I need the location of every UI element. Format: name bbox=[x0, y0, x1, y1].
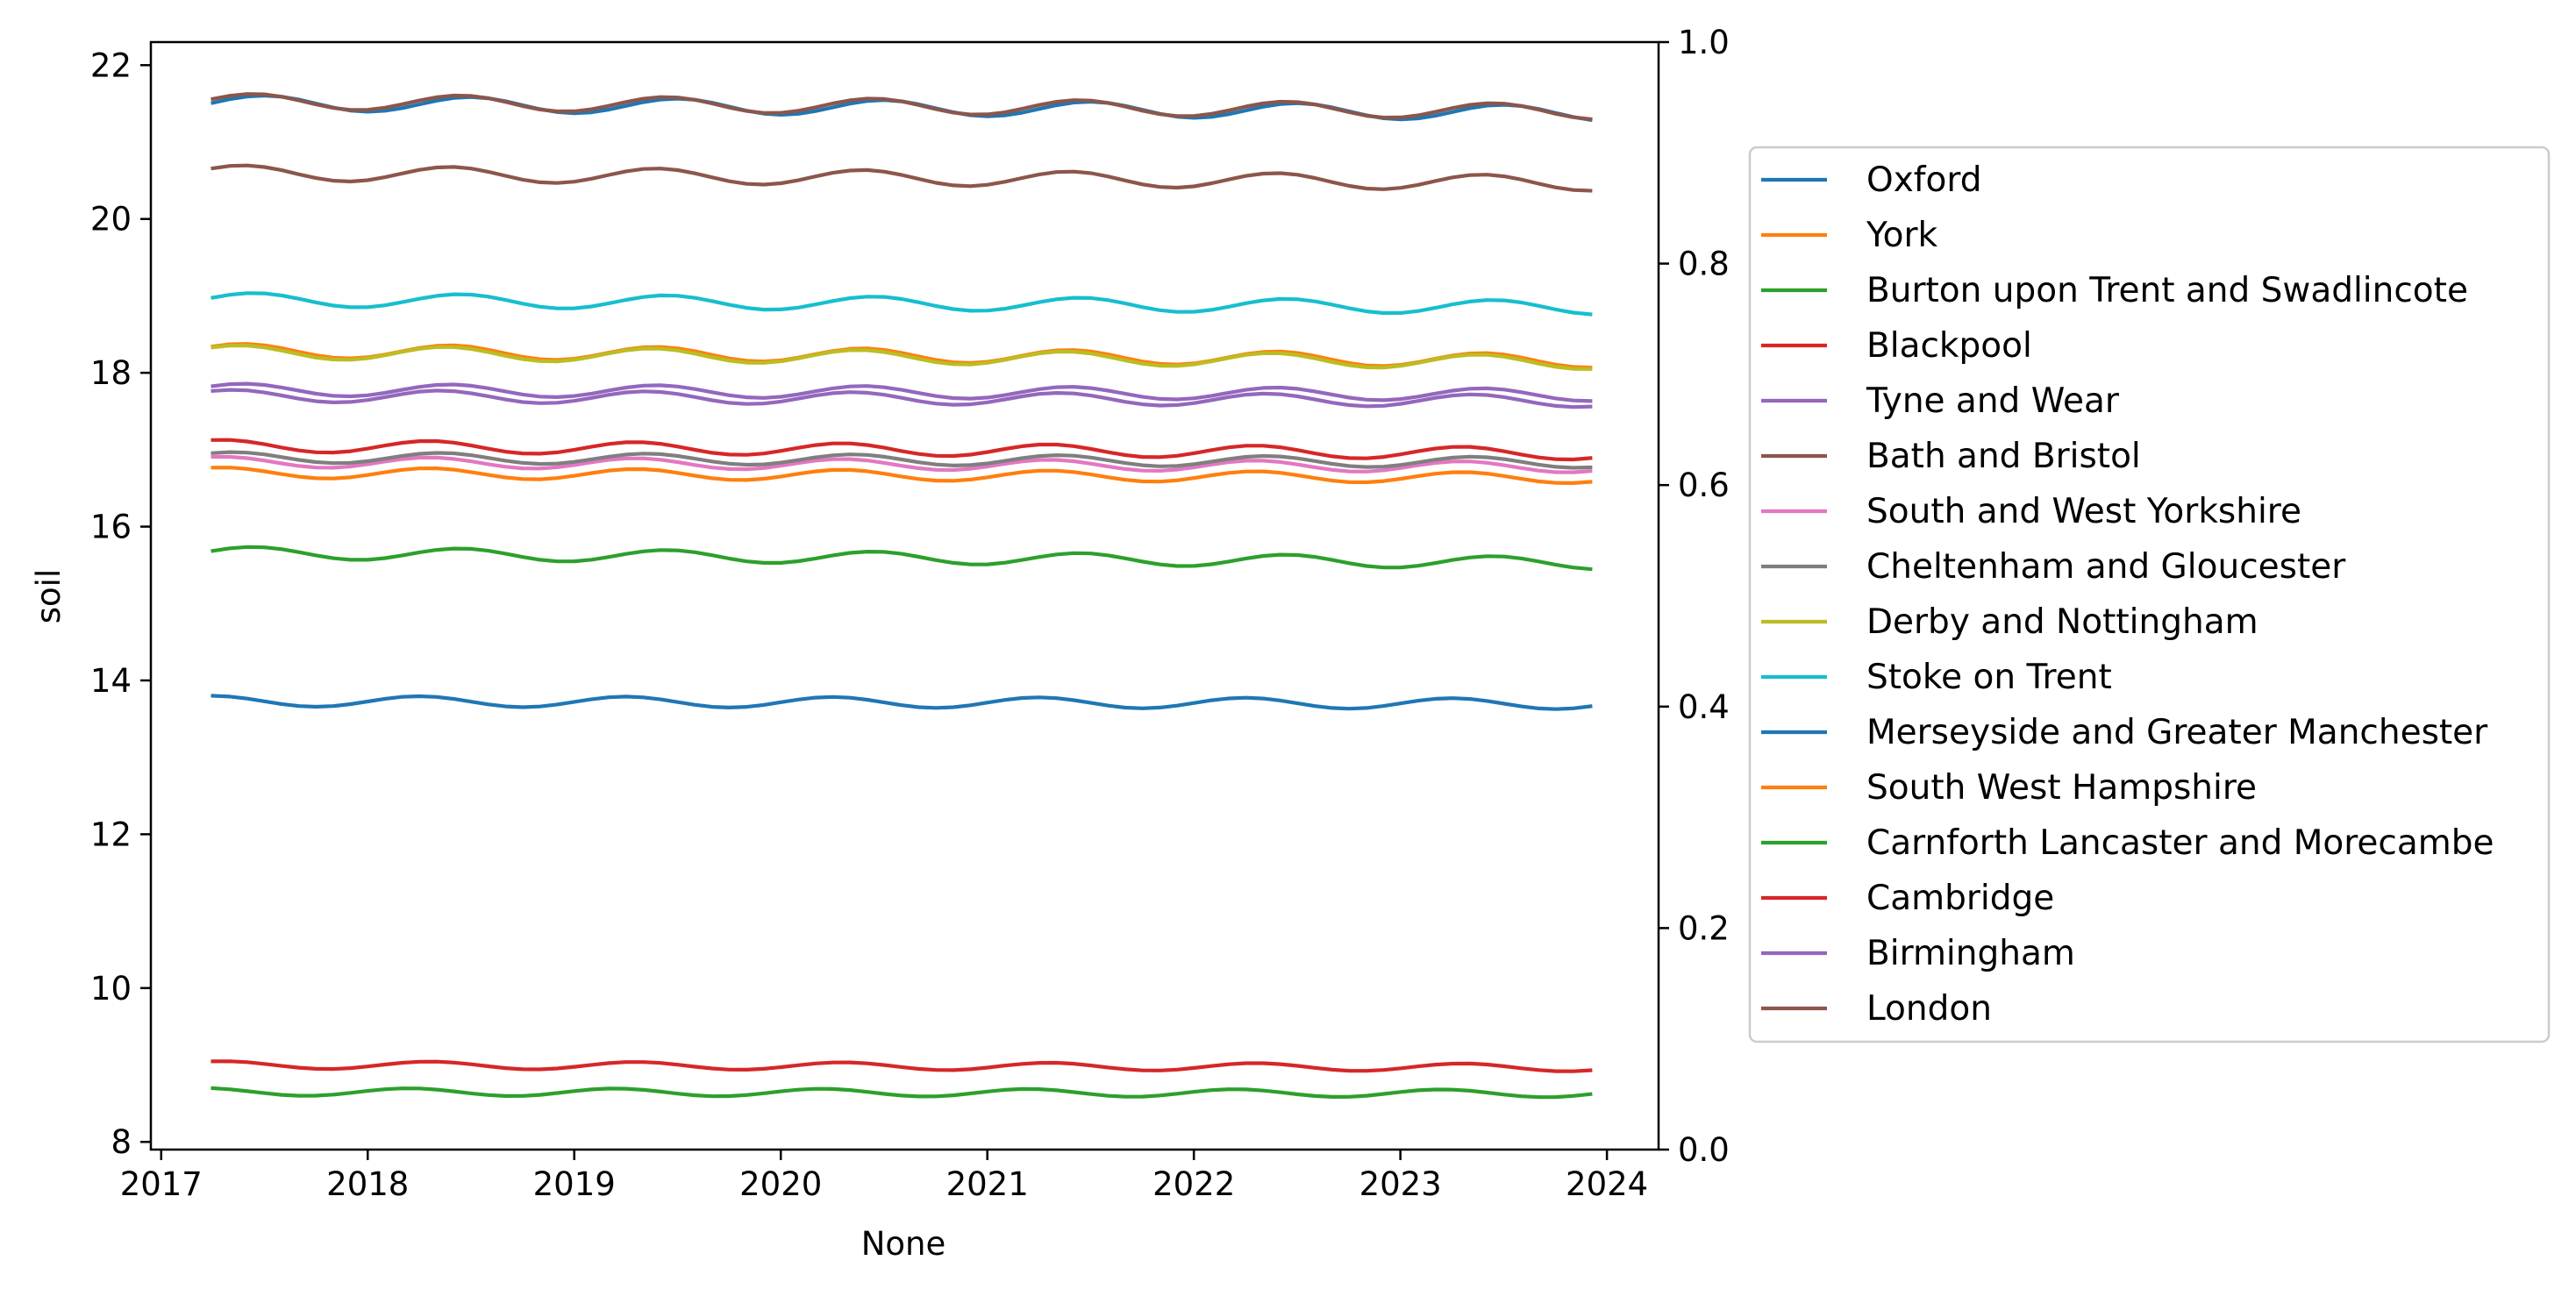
y-tick-label: 14 bbox=[90, 662, 132, 700]
series-line bbox=[211, 1086, 1593, 1100]
x-axis-label: None bbox=[861, 1225, 946, 1263]
y-tick-label: 18 bbox=[90, 354, 132, 392]
series-line bbox=[211, 92, 1593, 122]
legend-label: Blackpool bbox=[1866, 326, 2032, 366]
y2-tick-label: 0.8 bbox=[1678, 246, 1730, 283]
series-line bbox=[211, 291, 1593, 317]
y-tick-label: 22 bbox=[90, 46, 132, 84]
series-line bbox=[211, 1059, 1593, 1073]
y2-tick-label: 0.0 bbox=[1678, 1131, 1730, 1169]
legend-label: Tyne and Wear bbox=[1866, 381, 2120, 421]
legend-label: Birmingham bbox=[1866, 934, 2075, 973]
legend-label: Oxford bbox=[1866, 160, 1981, 200]
series-line bbox=[211, 450, 1593, 470]
series-line bbox=[211, 545, 1593, 572]
legend-label: Cheltenham and Gloucester bbox=[1866, 547, 2346, 587]
series-line bbox=[211, 163, 1593, 193]
x-tick-label: 2022 bbox=[1152, 1165, 1235, 1203]
legend-label: London bbox=[1866, 989, 1992, 1029]
y-tick-label: 8 bbox=[111, 1123, 132, 1161]
legend-label: Merseyside and Greater Manchester bbox=[1866, 713, 2488, 752]
series-line bbox=[211, 694, 1593, 711]
legend-items: Oxford York Burton upon Trent and Swadlinc… bbox=[1761, 160, 2494, 1029]
legend-label: York bbox=[1866, 216, 1938, 255]
y2-axis: 0.0 0.2 0.4 0.6 0.8 1.0 bbox=[1659, 24, 1730, 1169]
y2-tick-label: 0.6 bbox=[1678, 466, 1730, 504]
x-tick-label: 2024 bbox=[1566, 1165, 1648, 1203]
legend-label: Bath and Bristol bbox=[1866, 437, 2141, 476]
legend-label: Cambridge bbox=[1866, 879, 2054, 918]
x-tick-label: 2021 bbox=[946, 1165, 1029, 1203]
y2-tick-label: 1.0 bbox=[1678, 24, 1730, 61]
series-line bbox=[211, 454, 1593, 474]
legend-label: South West Hampshire bbox=[1866, 768, 2257, 808]
y2-tick-label: 0.2 bbox=[1678, 909, 1730, 947]
legend-frame bbox=[1748, 146, 2551, 1043]
y-axis: 8 10 12 14 16 18 20 22 bbox=[90, 46, 151, 1161]
y2-tick-label: 0.4 bbox=[1678, 688, 1730, 726]
series-line bbox=[211, 438, 1593, 462]
legend-label: South and West Yorkshire bbox=[1866, 492, 2301, 531]
x-tick-label: 2018 bbox=[326, 1165, 409, 1203]
y-tick-label: 16 bbox=[90, 509, 132, 546]
legend-label: Derby and Nottingham bbox=[1866, 602, 2258, 642]
y-tick-label: 10 bbox=[90, 970, 132, 1008]
y-tick-label: 12 bbox=[90, 815, 132, 853]
legend-label: Carnforth Lancaster and Morecambe bbox=[1866, 823, 2494, 863]
series-line bbox=[211, 388, 1593, 409]
x-tick-label: 2017 bbox=[120, 1165, 203, 1203]
y-axis-label: soil bbox=[30, 569, 68, 623]
x-axis: 2017 2018 2019 2020 2021 2022 2023 2024 bbox=[120, 1150, 1648, 1203]
x-tick-label: 2020 bbox=[739, 1165, 822, 1203]
plot-frame bbox=[149, 40, 1660, 1151]
series-line bbox=[211, 466, 1593, 485]
legend-label: Stoke on Trent bbox=[1866, 658, 2112, 697]
series-line bbox=[211, 381, 1593, 403]
x-tick-label: 2019 bbox=[533, 1165, 616, 1203]
series-line bbox=[211, 344, 1593, 371]
legend-label: Burton upon Trent and Swadlincote bbox=[1866, 271, 2468, 310]
x-tick-label: 2023 bbox=[1359, 1165, 1442, 1203]
plot-lines bbox=[211, 92, 1593, 1100]
legend: Oxford York Burton upon Trent and Swadlinc… bbox=[1748, 146, 2551, 1043]
y-tick-label: 20 bbox=[90, 201, 132, 239]
